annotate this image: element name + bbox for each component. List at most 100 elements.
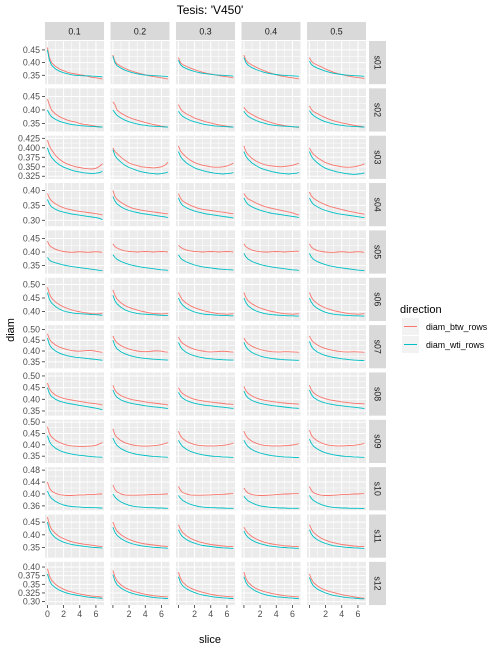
series-line-diam_btw_rows [243,526,299,548]
panel-background [241,467,301,511]
panel-s11-0.1 [45,514,104,558]
y-tick-label: 0.40 [23,58,40,68]
panel-s10-0.5 [307,467,366,511]
row-strip-bg [369,372,386,416]
column-strip-label: 0.3 [199,27,211,37]
panel-s01-0.3 [176,41,235,85]
panel-s03-0.4 [241,135,301,179]
row-strip-label: s10 [373,482,383,496]
series-line-diam_wti_rows [112,437,168,458]
series-line-diam_wti_rows [308,577,365,600]
row-strip-s01: s01 [369,41,386,85]
y-tick-label: 0.40 [23,440,40,450]
y-tick-label: 0.35 [23,543,40,553]
row-strip-label: s06 [373,292,383,306]
series-line-diam_btw_rows [112,147,169,169]
y-tick-label: 0.35 [23,579,40,589]
panel-background [307,372,366,416]
column-strip-bg [307,22,366,40]
row-strip-bg [369,135,386,179]
x-tick-label: 6 [355,609,360,619]
row-strip-bg [369,419,386,463]
series-line-diam_wti_rows [308,341,365,362]
series-line-diam_btw_rows [112,335,168,353]
series-line-diam_btw_rows [112,570,168,598]
panel-s11-0.2 [110,514,170,558]
panel-s08-0.2 [110,372,170,416]
y-tick-label: 0.40 [23,185,40,195]
panel-s12-0.1 [45,561,104,606]
series-line-diam_wti_rows [112,574,168,599]
row-strip-bg [369,183,386,227]
series-line-diam_btw_rows [243,386,299,405]
series-line-diam_btw_rows [112,243,168,253]
series-line-diam_btw_rows [178,486,234,496]
legend-label-wti: diam_wti_rows [426,340,485,350]
panel-s12-0.2 [110,561,170,606]
y-tick-label: 0.425 [18,133,40,143]
series-line-diam_wti_rows [243,496,299,509]
series-line-diam_btw_rows [46,140,103,170]
y-tick-label: 0.40 [23,105,40,115]
series-line-diam_wti_rows [177,576,234,599]
row-strip-label: s01 [373,56,383,70]
y-tick-label: 0.30 [23,215,40,225]
series-line-diam_btw_rows [46,481,103,496]
column-strip-bg [110,22,170,40]
series-line-diam_wti_rows [46,199,103,221]
y-tick-label: 0.40 [23,307,40,317]
series-line-diam_btw_rows [243,337,299,353]
panel-s02-0.4 [241,88,301,132]
series-line-diam_wti_rows [46,490,103,509]
series-line-diam_wti_rows [308,297,365,317]
x-tick-label: 4 [339,609,344,619]
panel-s12-0.3 [176,561,235,606]
row-strip-label: s09 [373,434,383,448]
series-line-diam_wti_rows [177,151,234,175]
x-tick-label: 2 [61,609,66,619]
panel-s11-0.4 [241,514,301,558]
series-line-diam_btw_rows [46,426,103,447]
y-tick-label: 0.400 [18,143,40,153]
series-line-diam_btw_rows [243,431,300,447]
series-line-diam_btw_rows [177,431,234,447]
series-line-diam_wti_rows [46,147,103,175]
series-line-diam_wti_rows [308,389,365,410]
panel-s04-0.2 [110,183,170,227]
column-strip-0.2: 0.2 [110,22,170,40]
series-line-diam_wti_rows [243,530,299,549]
y-tick-label: 0.45 [23,91,40,101]
panel-s03-0.2 [110,135,170,179]
row-strip-label: s08 [373,387,383,401]
series-line-diam_wti_rows [243,390,299,409]
series-line-diam_wti_rows [243,151,300,175]
y-tick-label: 0.40 [23,530,40,540]
y-tick-label: 0.375 [18,571,40,581]
row-strip-s12: s12 [369,561,386,606]
series-line-diam_btw_rows [308,292,365,315]
panel-background [241,372,301,416]
panel-s05-0.3 [176,230,235,274]
panel-s06-0.3 [176,277,235,321]
y-tick-label: 0.35 [23,200,40,210]
series-line-diam_wti_rows [309,61,365,77]
y-tick-label: 0.44 [23,477,40,487]
series-line-diam_wti_rows [177,297,234,317]
series-line-diam_btw_rows [243,193,300,216]
y-tick-label: 0.30 [23,597,40,607]
y-tick-label: 0.35 [23,357,40,367]
panel-background [241,183,301,227]
panel-s01-0.1 [45,41,104,85]
row-strip-label: s12 [373,576,383,590]
panel-s07-0.2 [110,325,170,369]
series-line-diam_wti_rows [178,495,234,509]
series-line-diam_btw_rows [243,487,299,496]
series-line-diam_wti_rows [308,197,365,219]
y-tick-label: 0.35 [23,406,40,416]
row-strip-s04: s04 [369,183,386,227]
row-strip-bg [369,230,386,274]
legend-title: direction [400,304,442,316]
y-tick-label: 0.325 [18,588,40,598]
series-line-diam_wti_rows [178,440,234,458]
